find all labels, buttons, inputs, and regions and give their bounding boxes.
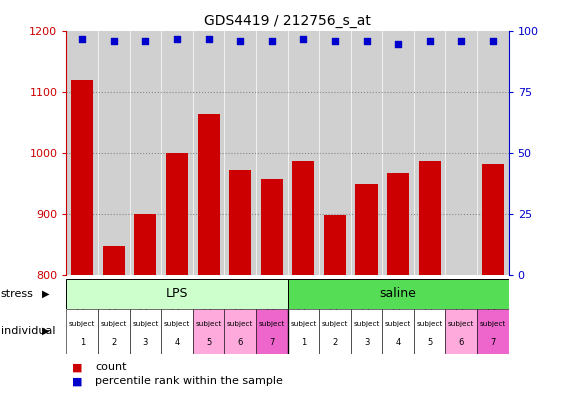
Bar [446,309,477,354]
Text: subject: subject [195,321,222,327]
Text: 6: 6 [238,338,243,347]
Bar [166,153,188,275]
Text: 1: 1 [301,338,306,347]
Text: subject: subject [353,321,380,327]
Text: 5: 5 [427,338,432,347]
Bar [161,31,193,275]
Text: ▶: ▶ [42,326,49,336]
Bar [414,309,446,354]
Bar [66,309,98,354]
Text: subject: subject [69,321,95,327]
Text: subject: subject [101,321,127,327]
Point [457,38,466,44]
Point [299,36,308,42]
Text: subject: subject [385,321,412,327]
Bar [224,309,256,354]
Bar [193,31,224,275]
Bar [446,31,477,275]
Bar [418,161,441,275]
Text: subject: subject [164,321,190,327]
Text: subject: subject [258,321,285,327]
Bar [351,31,382,275]
Bar [324,215,346,275]
Bar [66,279,287,309]
Text: ▶: ▶ [42,288,49,299]
Text: subject: subject [480,321,506,327]
Title: GDS4419 / 212756_s_at: GDS4419 / 212756_s_at [204,14,371,28]
Text: count: count [95,362,127,373]
Bar [103,246,125,275]
Bar [256,309,287,354]
Bar [161,309,193,354]
Bar [387,173,409,275]
Bar [382,31,414,275]
Bar [98,309,129,354]
Bar [351,309,382,354]
Point [394,40,403,47]
Bar [129,309,161,354]
Text: 7: 7 [269,338,275,347]
Text: LPS: LPS [166,287,188,300]
Bar [287,279,509,309]
Bar [224,31,256,275]
Text: percentile rank within the sample: percentile rank within the sample [95,376,283,386]
Point [77,36,87,42]
Bar [71,80,93,275]
Bar [134,214,157,275]
Bar [319,31,351,275]
Bar [477,31,509,275]
Text: ■: ■ [72,376,83,386]
Bar [382,309,414,354]
Text: 3: 3 [143,338,148,347]
Text: 2: 2 [332,338,338,347]
Point [236,38,245,44]
Bar [477,309,509,354]
Point [109,38,118,44]
Point [172,36,181,42]
Point [425,38,434,44]
Text: stress: stress [1,288,34,299]
Bar [229,170,251,275]
Text: individual: individual [1,326,55,336]
Bar [287,31,319,275]
Text: subject: subject [227,321,253,327]
Bar [292,161,314,275]
Bar [193,309,224,354]
Bar [66,31,98,275]
Bar [414,31,446,275]
Text: subject: subject [322,321,348,327]
Bar [482,164,504,275]
Bar [198,114,220,275]
Text: 1: 1 [80,338,85,347]
Text: 2: 2 [111,338,117,347]
Text: subject: subject [290,321,317,327]
Bar [355,184,377,275]
Point [204,36,213,42]
Point [362,38,371,44]
Text: ■: ■ [72,362,83,373]
Text: 6: 6 [458,338,464,347]
Bar [256,31,287,275]
Text: subject: subject [448,321,475,327]
Text: 5: 5 [206,338,211,347]
Bar [261,179,283,275]
Text: subject: subject [132,321,158,327]
Bar [129,31,161,275]
Point [488,38,498,44]
Bar [319,309,351,354]
Text: subject: subject [417,321,443,327]
Point [330,38,339,44]
Point [267,38,276,44]
Text: 3: 3 [364,338,369,347]
Point [141,38,150,44]
Bar [98,31,129,275]
Text: 4: 4 [395,338,401,347]
Bar [287,309,319,354]
Text: saline: saline [380,287,417,300]
Text: 7: 7 [490,338,495,347]
Text: 4: 4 [175,338,180,347]
